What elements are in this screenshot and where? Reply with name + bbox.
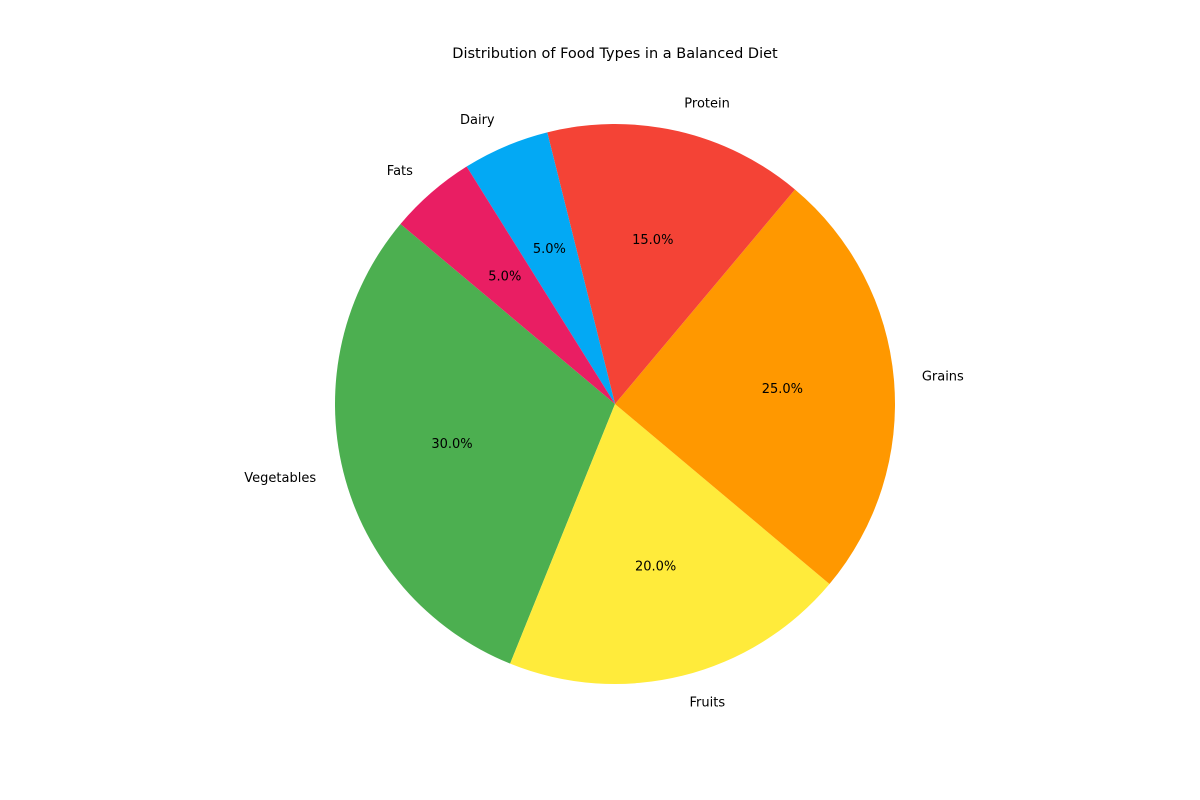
pie-slice-grains <box>615 189 895 584</box>
slice-label-fats: Fats <box>387 164 413 179</box>
slice-labels: Vegetables Fruits Grains Protein Dairy Fats <box>244 96 964 710</box>
slice-label-dairy: Dairy <box>460 113 495 128</box>
pct-label-vegetables: 30.0% <box>431 437 472 452</box>
pie-slice-protein <box>547 123 795 404</box>
pct-label-grains: 25.0% <box>762 382 803 397</box>
slice-label-vegetables: Vegetables <box>244 471 316 486</box>
pie-slice-dairy <box>466 132 615 404</box>
pct-label-fruits: 20.0% <box>635 560 676 575</box>
slice-label-protein: Protein <box>684 96 730 111</box>
chart-title: Distribution of Food Types in a Balanced… <box>452 46 778 62</box>
pie-slice-vegetables <box>335 224 615 664</box>
percentage-labels: 30.0% 20.0% 25.0% 15.0% 5.0% 5.0% <box>431 233 803 575</box>
pct-label-fats: 5.0% <box>488 270 521 285</box>
pie-slice-fats <box>400 166 615 404</box>
pct-label-dairy: 5.0% <box>533 242 566 257</box>
pie-slices <box>335 123 895 684</box>
pct-label-protein: 15.0% <box>632 233 673 248</box>
pie-slice-fruits <box>510 404 830 684</box>
slice-label-grains: Grains <box>922 370 964 385</box>
slice-label-fruits: Fruits <box>690 695 726 710</box>
